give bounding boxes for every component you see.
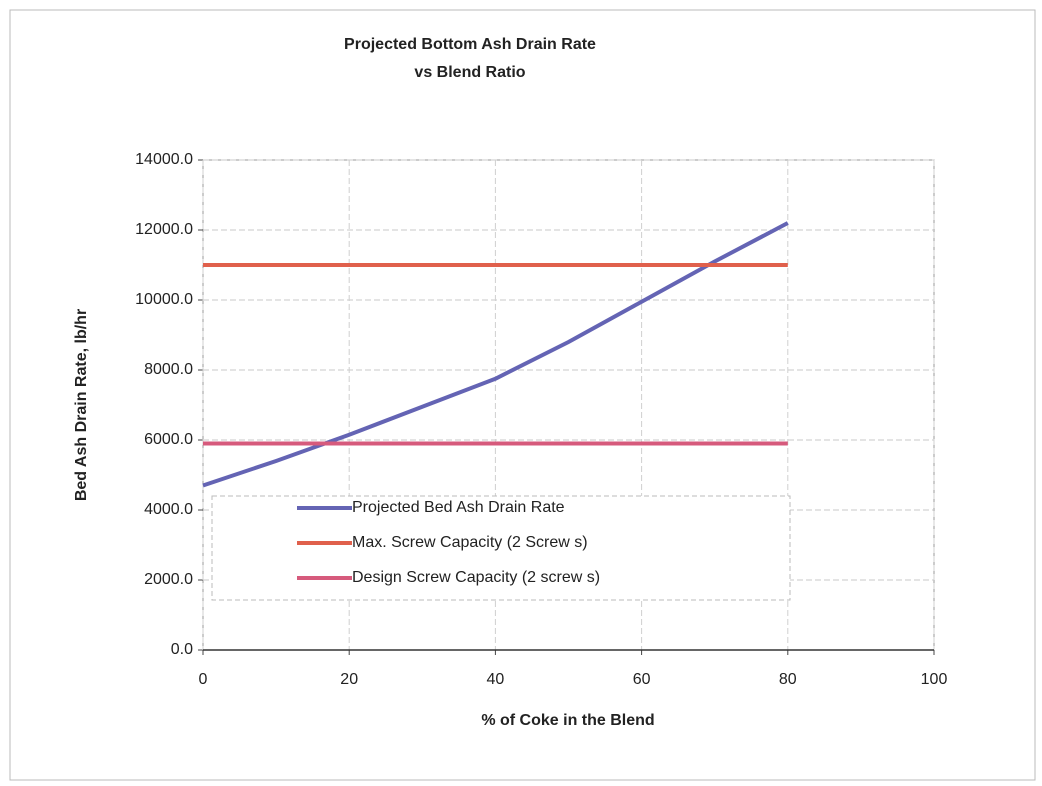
x-axis-title: % of Coke in the Blend bbox=[481, 712, 654, 729]
chart-title: Projected Bottom Ash Drain Rate bbox=[344, 36, 596, 53]
x-tick-label: 60 bbox=[633, 671, 651, 688]
y-tick-label: 12000.0 bbox=[135, 221, 193, 238]
y-tick-label: 4000.0 bbox=[144, 501, 193, 518]
legend-label: Design Screw Capacity (2 screw s) bbox=[352, 569, 600, 586]
x-tick-label: 100 bbox=[921, 671, 948, 688]
y-tick-label: 14000.0 bbox=[135, 151, 193, 168]
y-tick-label: 2000.0 bbox=[144, 571, 193, 588]
chart-title: vs Blend Ratio bbox=[414, 64, 525, 81]
y-tick-label: 8000.0 bbox=[144, 361, 193, 378]
legend-box bbox=[211, 495, 791, 601]
series-line bbox=[202, 221, 789, 488]
x-tick-label: 80 bbox=[779, 671, 797, 688]
y-axis-title: Bed Ash Drain Rate, lb/hr bbox=[73, 309, 90, 501]
y-tick-label: 0.0 bbox=[171, 641, 193, 658]
legend-label: Max. Screw Capacity (2 Screw s) bbox=[352, 534, 588, 551]
x-tick-label: 20 bbox=[340, 671, 358, 688]
y-tick-label: 6000.0 bbox=[144, 431, 193, 448]
y-tick-label: 10000.0 bbox=[135, 291, 193, 308]
x-tick-label: 40 bbox=[487, 671, 505, 688]
legend-label: Projected Bed Ash Drain Rate bbox=[352, 499, 565, 516]
x-tick-label: 0 bbox=[199, 671, 208, 688]
